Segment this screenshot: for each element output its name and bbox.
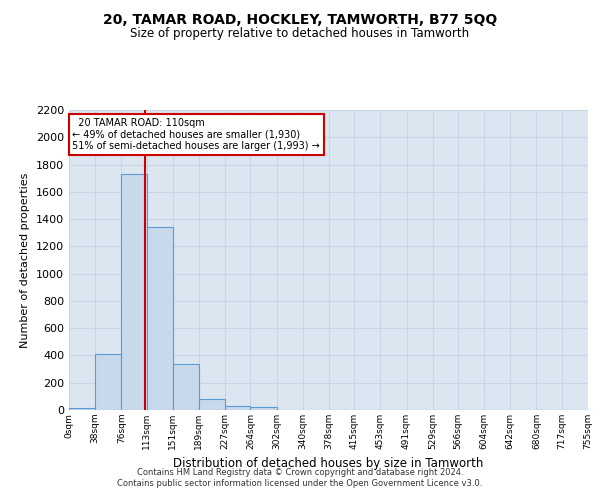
Bar — [199, 399, 225, 410]
Bar — [95, 354, 121, 410]
Y-axis label: Number of detached properties: Number of detached properties — [20, 172, 31, 348]
Bar — [173, 364, 199, 410]
Text: 20, TAMAR ROAD, HOCKLEY, TAMWORTH, B77 5QQ: 20, TAMAR ROAD, HOCKLEY, TAMWORTH, B77 5… — [103, 12, 497, 26]
Text: Contains HM Land Registry data © Crown copyright and database right 2024.
Contai: Contains HM Land Registry data © Crown c… — [118, 468, 482, 487]
X-axis label: Distribution of detached houses by size in Tamworth: Distribution of detached houses by size … — [173, 458, 484, 470]
Text: 20 TAMAR ROAD: 110sqm
← 49% of detached houses are smaller (1,930)
51% of semi-d: 20 TAMAR ROAD: 110sqm ← 49% of detached … — [73, 118, 320, 152]
Bar — [225, 406, 250, 410]
Bar — [69, 408, 95, 410]
Bar — [121, 174, 146, 410]
Bar — [146, 228, 173, 410]
Text: Size of property relative to detached houses in Tamworth: Size of property relative to detached ho… — [130, 28, 470, 40]
Bar — [250, 408, 277, 410]
